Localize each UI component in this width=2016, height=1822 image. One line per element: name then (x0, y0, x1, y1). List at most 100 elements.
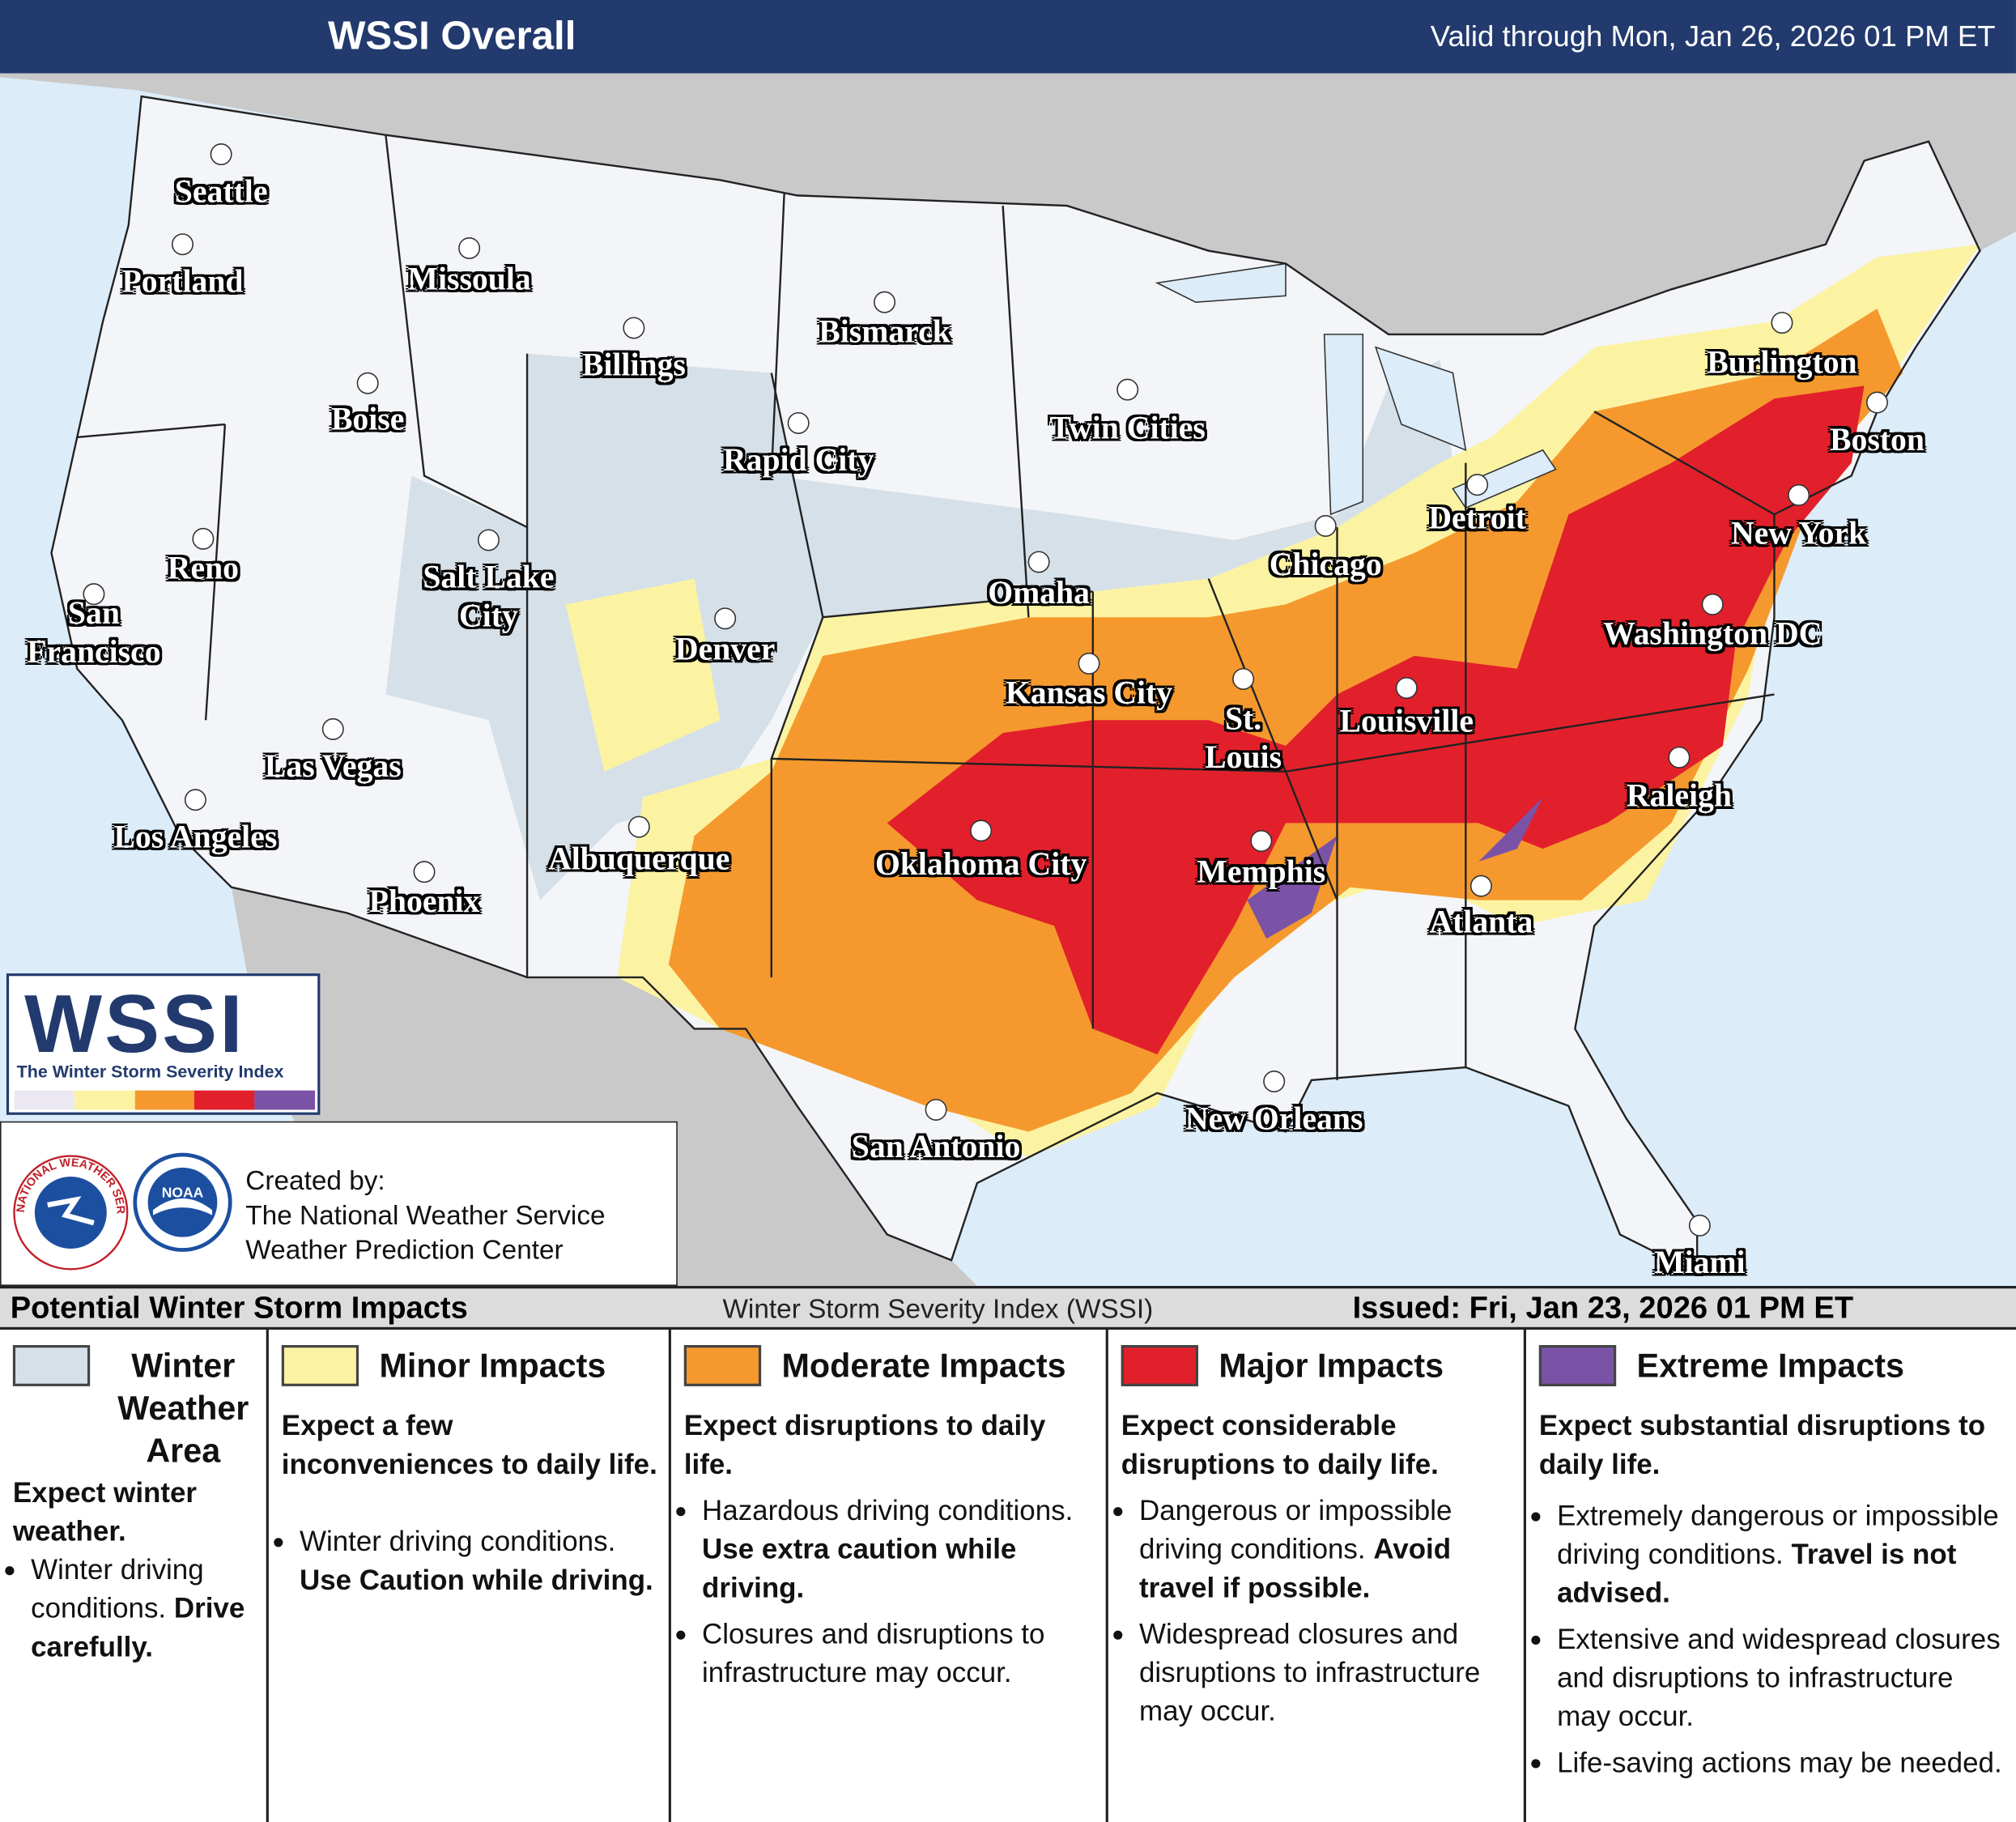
logo-title: WSSI (24, 977, 245, 1071)
category-summary: Expect disruptions to daily life. (683, 1409, 1046, 1480)
logo-subtitle: The Winter Storm Severity Index (16, 1062, 284, 1082)
category-summary: Expect winter weather. (12, 1476, 198, 1547)
lake (1323, 334, 1364, 516)
noaa-text: NOAA (162, 1184, 204, 1200)
category-name: Minor Impacts (379, 1346, 606, 1386)
city-label: Albuquerque (548, 842, 730, 878)
state-line (385, 134, 528, 529)
nws-seal-center (34, 1177, 107, 1249)
city-label: Louisville (1339, 705, 1474, 740)
city-dot (321, 717, 344, 740)
city-dot (1865, 391, 1888, 414)
lake (1374, 346, 1467, 452)
impact-region (1478, 797, 1543, 862)
city-label: Billings (581, 348, 686, 384)
city-dot (192, 527, 215, 550)
city-label: New Orleans (1185, 1101, 1363, 1137)
city-dot (356, 372, 379, 394)
city-label: Washington DC (1603, 617, 1822, 653)
category-name: Moderate Impacts (781, 1346, 1066, 1386)
city-label: Reno (167, 551, 240, 587)
city-label: Boston (1830, 423, 1925, 458)
city-dot (1466, 474, 1489, 496)
noaa-gull (152, 1198, 213, 1215)
lake (1155, 262, 1287, 303)
city-label: Boise (330, 402, 405, 437)
index-name: Winter Storm Severity Index (WSSI) (722, 1295, 1154, 1325)
wssi-logo: WSSI The Winter Storm Severity Index (6, 973, 321, 1115)
state-line (204, 424, 227, 721)
bullet-list: Dangerous or impossible driving conditio… (1121, 1492, 1519, 1730)
city-dot (1668, 746, 1691, 768)
bullet-text: Extremely dangerous or impossible drivin… (1557, 1499, 1999, 1570)
city-dot (1688, 1214, 1711, 1237)
city-dot (171, 233, 194, 256)
city-dot (1314, 514, 1337, 537)
bullet: Winter driving conditions. Drive careful… (31, 1551, 258, 1667)
city-dot (627, 815, 650, 838)
city-dot (714, 607, 737, 630)
legend-title: Potential Winter Storm Impacts (10, 1291, 468, 1326)
state-line (1002, 206, 1030, 618)
title: WSSI Overall (327, 12, 576, 58)
city-label: San Antonio (851, 1130, 1021, 1165)
nws-bolt (47, 1196, 95, 1226)
bullet: Widespread closures and disruptions to i… (1139, 1616, 1518, 1731)
bullet-text: Winter driving conditions. (300, 1525, 616, 1558)
state-line (1207, 578, 1338, 901)
bullet-text: Closures and disruptions to infrastructu… (702, 1617, 1045, 1689)
issued-time: Issued: Fri, Jan 23, 2026 01 PM ET (1352, 1291, 1854, 1326)
canada (0, 73, 2016, 334)
legend-column: Winter Weather Area Expect winter weather… (0, 1330, 266, 1822)
city-dot (1701, 593, 1724, 615)
logo-color-bar (14, 1090, 316, 1110)
bullet-emphasis: Avoid travel if possible. (1138, 1532, 1452, 1604)
city-dot (1027, 551, 1050, 573)
city-label: Omaha (988, 576, 1090, 611)
state-line (770, 616, 824, 977)
category-bullets: Hazardous driving conditions. Use extra … (684, 1492, 1101, 1700)
city-dot (874, 291, 896, 313)
category-name: Extreme Impacts (1636, 1346, 1905, 1386)
city-label: Rapid City (722, 443, 874, 479)
city-dot (1788, 483, 1810, 506)
category-bullets: Winter driving conditions. Drive careful… (13, 1551, 258, 1674)
legend-swatch (12, 1345, 91, 1386)
city-dot (970, 819, 993, 842)
bullet-emphasis: Use extra caution while driving. (702, 1532, 1017, 1604)
legend-swatch (1538, 1345, 1617, 1386)
bullet: Extensive and widespread closures and di… (1557, 1620, 2011, 1736)
city-dot (1116, 378, 1139, 401)
city-label: Missoula (407, 262, 531, 297)
bullet-text: Extensive and widespread closures and di… (1557, 1623, 2001, 1733)
city-label: Twin Cities (1049, 411, 1206, 447)
bullet-list: Winter driving conditions. Use Caution w… (282, 1522, 664, 1599)
impact-region (565, 578, 721, 772)
bullet: Winter driving conditions. Use Caution w… (300, 1522, 663, 1599)
legend-column: Extreme Impacts Expect substantial disrup… (1523, 1329, 2016, 1822)
city-label: Seattle (174, 174, 268, 210)
category-name: Major Impacts (1219, 1346, 1444, 1386)
bullet-text: Life-saving actions may be needed. (1557, 1746, 2002, 1779)
header-bar: WSSI Overall Valid through Mon, Jan 26, … (0, 0, 2016, 74)
bullet: Dangerous or impossible driving conditio… (1139, 1492, 1518, 1607)
city-label: Salt Lake City (423, 560, 555, 634)
impact-region (887, 385, 1865, 1055)
city-label: New York (1730, 517, 1867, 552)
city-label: Las Vegas (264, 749, 402, 785)
city-label: San Francisco (27, 596, 161, 670)
legend-column: Moderate Impacts Expect disruptions to da… (668, 1329, 1106, 1822)
city-label: Los Angeles (113, 820, 278, 856)
city-dot (184, 789, 206, 811)
city-dot (623, 317, 645, 339)
city-dot (1395, 677, 1418, 700)
city-dot (1771, 312, 1793, 334)
bullet: Extremely dangerous or impossible drivin… (1557, 1496, 2011, 1612)
map (0, 73, 2016, 1287)
city-label: Memphis (1197, 855, 1326, 890)
city-dot (413, 861, 436, 883)
city-dot (1078, 652, 1100, 675)
city-label: Miami (1654, 1245, 1746, 1281)
bullet-text: Hazardous driving conditions. (702, 1494, 1074, 1526)
credit-line: The National Weather Service (245, 1201, 606, 1231)
